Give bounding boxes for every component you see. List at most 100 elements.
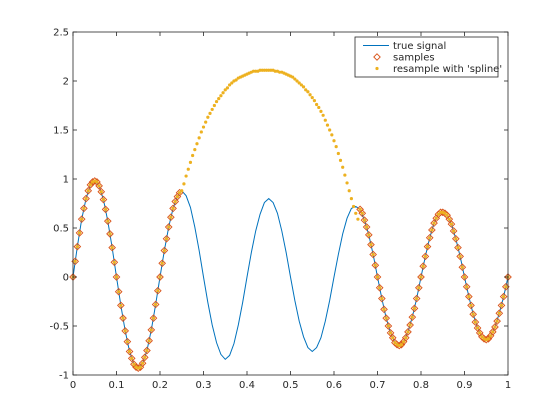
- resample-point: [323, 118, 327, 122]
- sample-point: [397, 340, 406, 349]
- resample-point: [117, 290, 121, 294]
- x-tick-label: 0: [70, 380, 76, 391]
- resample-point: [445, 213, 449, 217]
- resample-point: [458, 254, 462, 259]
- resample-point: [493, 325, 497, 329]
- resample-point: [145, 348, 149, 353]
- resample-point: [206, 115, 210, 119]
- sample-point: [445, 215, 454, 224]
- resample-point: [297, 81, 301, 85]
- sample-point: [358, 209, 367, 218]
- legend-dot-icon: [375, 66, 379, 71]
- sample-point: [449, 227, 458, 235]
- sample-point: [423, 242, 432, 251]
- resample-point: [312, 99, 317, 103]
- resample-point: [195, 142, 199, 146]
- resample-point: [186, 167, 190, 171]
- x-tick-label: 0.4: [239, 380, 255, 391]
- resample-point: [452, 229, 456, 233]
- sample-point: [130, 360, 138, 369]
- resample-point: [210, 107, 214, 112]
- resample-point: [345, 181, 349, 185]
- sample-point: [493, 317, 501, 325]
- sample-point: [484, 334, 493, 343]
- sample-point: [495, 309, 504, 318]
- resample-point: [369, 243, 373, 247]
- sample-point: [106, 230, 114, 238]
- resample-point: [112, 260, 116, 264]
- legend-box: [354, 36, 499, 78]
- resample-point: [460, 265, 464, 269]
- x-tick-label: 0.7: [370, 380, 386, 391]
- resample-point: [143, 355, 147, 359]
- resample-point: [160, 261, 164, 265]
- sample-point: [149, 314, 158, 322]
- sample-point: [473, 324, 482, 332]
- resample-point: [130, 356, 134, 360]
- resample-point: [108, 232, 112, 236]
- resample-point: [465, 285, 469, 289]
- sample-point: [90, 177, 99, 185]
- resample-point: [219, 94, 223, 98]
- resample-point: [169, 215, 173, 219]
- resample-point: [432, 221, 436, 225]
- sample-point: [456, 252, 464, 261]
- resample-point: [234, 78, 238, 82]
- resample-point: [478, 331, 482, 335]
- sample-point: [491, 323, 499, 331]
- resample-point: [489, 334, 493, 338]
- resample-point: [415, 296, 419, 301]
- axes: 0 0.1 0.2 0.3 0.4 0.5 0.6 0.7 0.8 0.9 1 -1 -0.5 0 0.5 1…: [49, 28, 511, 392]
- resample-point: [123, 329, 127, 333]
- sample-point: [362, 223, 371, 231]
- sample-point: [103, 217, 112, 225]
- sample-point: [119, 314, 127, 322]
- resample-point: [167, 225, 171, 229]
- y-tick-label: -0.5: [49, 322, 69, 333]
- resample-point: [86, 189, 90, 193]
- sample-point: [488, 328, 497, 336]
- sample-point: [158, 259, 167, 268]
- resample-point: [295, 79, 299, 83]
- resample-point: [491, 330, 495, 334]
- resample-point: [101, 197, 106, 202]
- sample-point: [447, 220, 456, 228]
- resample-point: [330, 133, 334, 137]
- sample-point: [458, 263, 467, 272]
- sample-point: [156, 273, 164, 281]
- sample-point: [378, 294, 386, 303]
- resample-point: [408, 323, 412, 327]
- resample-point: [162, 248, 166, 253]
- resample-point: [375, 275, 380, 279]
- sample-point: [112, 273, 121, 281]
- legend-item-1: samples: [373, 53, 435, 64]
- resample-point: [228, 83, 232, 87]
- resample-point: [356, 217, 360, 221]
- resample-point: [221, 91, 225, 95]
- sample-point: [147, 326, 156, 334]
- sample-point: [97, 187, 106, 196]
- resample-point: [399, 343, 404, 347]
- resample-point: [132, 362, 136, 366]
- legend-diamond-icon: [373, 53, 381, 61]
- y-tick-label: 1: [63, 175, 69, 186]
- sample-point: [138, 359, 147, 368]
- resample-point: [371, 252, 375, 257]
- sample-point: [367, 240, 375, 249]
- resample-point: [84, 197, 88, 201]
- resample-point: [193, 148, 197, 152]
- resample-point: [97, 184, 101, 188]
- sample-point: [430, 219, 438, 227]
- resample-point: [382, 307, 386, 311]
- resample-point: [171, 206, 175, 210]
- resample-point: [358, 207, 362, 211]
- resample-point: [177, 191, 182, 195]
- resample-point: [412, 306, 417, 310]
- legend-label: samples: [393, 53, 435, 64]
- resample-point: [378, 286, 382, 290]
- x-tick-label: 1: [505, 380, 511, 391]
- plot-area: [73, 32, 508, 375]
- resample-point: [462, 275, 467, 279]
- sample-point: [77, 215, 86, 224]
- sample-point: [451, 234, 460, 243]
